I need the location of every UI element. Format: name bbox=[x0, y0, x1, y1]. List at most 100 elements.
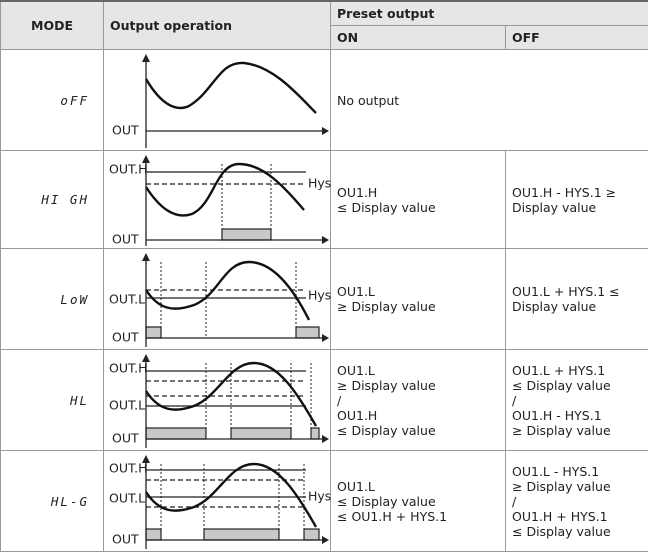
operation-diagram: OUT.H OUT.L OUT bbox=[109, 353, 329, 448]
on-text: OU1.L bbox=[337, 478, 375, 494]
on-cell: OU1.L ≤ Display value ≤ OU1.H + HYS.1 bbox=[330, 450, 506, 552]
arrow bbox=[142, 154, 150, 163]
on-cell: OU1.H ≤ Display value bbox=[330, 150, 506, 249]
header-on: ON bbox=[330, 25, 506, 50]
operation-cell: OUT.H Hys OUT bbox=[103, 150, 331, 249]
diagram-label: Hys bbox=[308, 488, 331, 503]
diagram-label: OUT.L bbox=[109, 397, 145, 412]
header-preset: Preset output bbox=[330, 0, 648, 26]
off-text: OU1.L + HYS.1 ≤ bbox=[512, 284, 620, 299]
mode-label: LoW bbox=[0, 248, 104, 350]
operation-cell: OUT.H OUT.L Hys OUT bbox=[103, 450, 331, 552]
diagram-label: OUT.L bbox=[109, 291, 145, 306]
row: oFF OUT No output bbox=[0, 49, 648, 151]
diagram-label: OUT bbox=[112, 329, 139, 344]
off-text: / bbox=[512, 493, 517, 509]
off-text: OU1.H - HYS.1 ≥ bbox=[512, 184, 617, 200]
on-cell: No output bbox=[330, 49, 648, 151]
on-cell: OU1.L ≥ Display value / OU1.H ≤ Display valu… bbox=[330, 349, 506, 451]
arrow bbox=[322, 434, 329, 443]
value-curve bbox=[144, 361, 318, 427]
mode-label: HL bbox=[0, 349, 104, 451]
on-text: OU1.L bbox=[337, 362, 375, 378]
diagram-label: OUT.H bbox=[109, 460, 148, 475]
output-pulse bbox=[310, 426, 320, 440]
off-cell: OU1.L + HYS.1 ≤ Display value / OU1.H - HYS… bbox=[505, 349, 648, 451]
header-off: OFF bbox=[505, 25, 648, 50]
output-pulse bbox=[203, 527, 280, 541]
row: LoW OUT.L Hys OUT OU1.L ≥ Display value OU1.L … bbox=[0, 248, 648, 350]
value-curve bbox=[144, 61, 317, 114]
output-pulse bbox=[145, 426, 207, 440]
operation-diagram: OUT.L Hys OUT bbox=[109, 252, 331, 347]
operation-diagram: OUT bbox=[112, 53, 329, 148]
row: HI GH OUT.H Hys OUT OU1.H ≤ Display value OU1.… bbox=[0, 150, 648, 249]
arrow bbox=[142, 353, 150, 362]
diagram-label: Hys bbox=[308, 287, 331, 302]
on-text: OU1.H bbox=[337, 407, 378, 423]
operation-cell: OUT bbox=[103, 49, 331, 151]
off-text: ≥ Display value bbox=[512, 422, 611, 438]
header-operation: Output operation bbox=[103, 0, 331, 50]
off-text: ≤ Display value bbox=[512, 523, 611, 539]
off-text: ≤ Display value bbox=[512, 377, 611, 393]
arrow bbox=[322, 535, 329, 544]
arrow bbox=[322, 126, 329, 135]
diagram-label: OUT.H bbox=[109, 161, 148, 176]
off-text: ≥ Display value bbox=[512, 478, 611, 494]
operation-cell: OUT.L Hys OUT bbox=[103, 248, 331, 350]
mode-label: HL-G bbox=[0, 450, 104, 552]
arrow bbox=[322, 235, 329, 244]
output-pulse bbox=[230, 426, 292, 440]
on-text: ≤ Display value bbox=[337, 199, 436, 215]
off-cell: OU1.H - HYS.1 ≥ Display value bbox=[505, 150, 648, 249]
on-text: ≤ Display value bbox=[337, 493, 436, 509]
diagram-label: OUT bbox=[112, 531, 139, 546]
mode-label: HI GH bbox=[0, 150, 104, 249]
arrow bbox=[322, 333, 329, 342]
value-curve bbox=[144, 462, 318, 528]
row: HL OUT.H OUT.L OUT OU1.L ≥ Display value / OU1.… bbox=[0, 349, 648, 451]
diagram-label: OUT bbox=[112, 430, 139, 445]
diagram-label: OUT bbox=[112, 231, 139, 246]
on-text: ≥ Display value bbox=[337, 377, 436, 393]
diagram-label: OUT.L bbox=[109, 490, 145, 505]
on-text: ≤ Display value bbox=[337, 422, 436, 438]
on-text: No output bbox=[337, 92, 400, 108]
on-text: ≥ Display value bbox=[337, 299, 436, 314]
header-mode: MODE bbox=[0, 0, 104, 50]
value-curve bbox=[144, 162, 305, 217]
diagram-label: OUT bbox=[112, 122, 139, 137]
off-text: OU1.L - HYS.1 bbox=[512, 463, 600, 479]
output-pulse bbox=[295, 325, 320, 339]
output-pulse bbox=[303, 527, 320, 541]
on-text: ≤ OU1.H + HYS.1 bbox=[337, 508, 448, 524]
on-text: OU1.H bbox=[337, 184, 378, 200]
on-text: OU1.L bbox=[337, 284, 375, 299]
operation-cell: OUT.H OUT.L OUT bbox=[103, 349, 331, 451]
on-text: / bbox=[337, 392, 342, 408]
arrow bbox=[142, 252, 150, 261]
off-text: / bbox=[512, 392, 517, 408]
arrow bbox=[142, 53, 150, 62]
on-cell: OU1.L ≥ Display value bbox=[330, 248, 506, 350]
output-pulse bbox=[145, 325, 162, 339]
diagram-label: OUT.H bbox=[109, 360, 148, 375]
off-text: OU1.H - HYS.1 bbox=[512, 407, 602, 423]
arrow bbox=[142, 454, 150, 463]
diagram-label: Hys bbox=[308, 175, 331, 190]
operation-diagram: OUT.H OUT.L Hys OUT bbox=[109, 454, 331, 549]
value-curve bbox=[144, 260, 311, 321]
mode-label: oFF bbox=[0, 49, 104, 151]
output-pulse bbox=[145, 527, 162, 541]
off-cell: OU1.L + HYS.1 ≤ Display value bbox=[505, 248, 648, 350]
operation-diagram: OUT.H Hys OUT bbox=[109, 154, 331, 246]
off-text: OU1.H + HYS.1 bbox=[512, 508, 608, 524]
off-text: Display value bbox=[512, 299, 597, 314]
row: HL-G OUT.H OUT.L Hys OUT OU1.L ≤ Display value… bbox=[0, 450, 648, 552]
output-pulse bbox=[221, 227, 272, 241]
off-text: OU1.L + HYS.1 bbox=[512, 362, 606, 378]
off-cell: OU1.L - HYS.1 ≥ Display value / OU1.H + HYS… bbox=[505, 450, 648, 552]
